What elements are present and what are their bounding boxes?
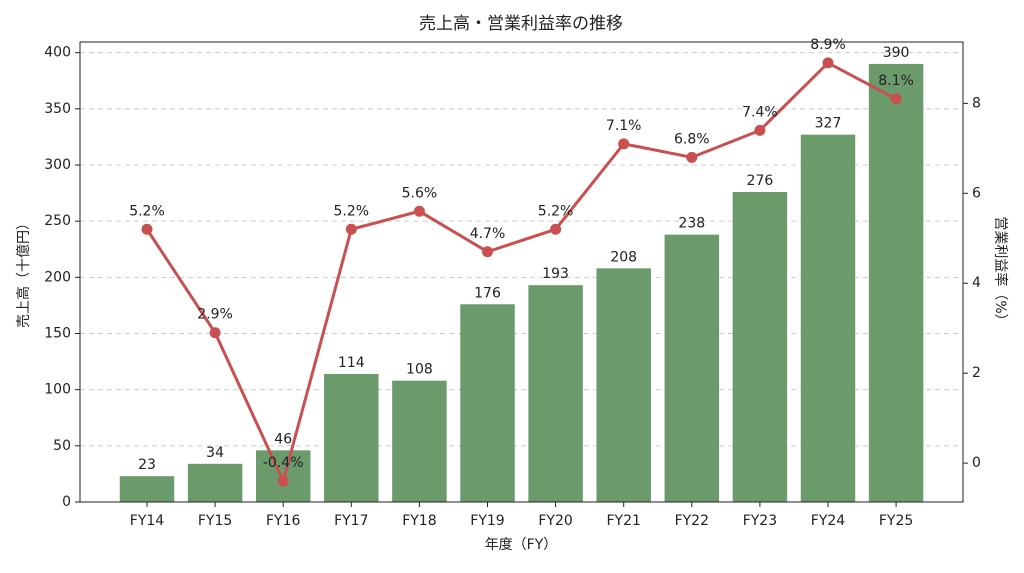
y-tick-label: 400 [44,45,71,61]
line-value-label: 5.2% [538,203,574,219]
y2-tick-label: 8 [972,95,981,111]
line-point [822,57,834,69]
bar-value-label: 46 [274,431,292,447]
x-tick-label: FY22 [675,513,709,529]
y-tick-label: 100 [44,382,71,398]
bar [800,134,856,502]
y2-tick-label: 6 [972,185,981,201]
bar-value-label: 193 [542,266,569,282]
x-tick-label: FY20 [538,513,572,529]
x-tick-label: FY19 [470,513,504,529]
x-tick-label: FY24 [811,513,846,529]
bar [460,304,515,502]
line-point [890,93,902,105]
line-value-label: 6.8% [674,131,710,147]
chart-title: 売上高・営業利益率の推移 [419,14,623,34]
x-tick-label: FY16 [266,513,301,529]
x-tick-label: FY17 [334,513,368,529]
y2-tick-label: 0 [972,455,981,471]
x-tick-label: FY18 [402,513,436,529]
bar-value-label: 390 [883,45,910,61]
bar-value-label: 23 [138,457,156,473]
bar [664,234,720,502]
bar [187,463,243,502]
line-point [141,223,153,235]
bar-value-label: 238 [678,216,705,232]
bar-value-label: 34 [206,445,224,461]
bar-value-label: 114 [338,355,365,371]
bar-value-label: 208 [610,249,637,265]
bar [119,476,175,502]
bar-value-label: 327 [815,116,842,132]
y2-tick-label: 2 [972,365,981,381]
line-point [209,327,221,339]
line-point [686,151,698,163]
bar [868,63,924,503]
line [145,61,897,486]
line-value-label: 8.9% [810,37,846,53]
y-tick-label: 300 [44,157,71,173]
line-point [482,246,493,258]
line-value-label: 2.9% [197,307,233,323]
bar [528,285,583,502]
line-point [277,475,289,487]
x-tick-label: FY23 [743,513,777,529]
line-point [550,223,562,235]
x-tick-label: FY21 [606,513,640,529]
y2-axis-label: 営業利益率（%） [992,216,1009,327]
line-point [345,223,357,235]
line-value-label: 7.4% [742,104,778,120]
y-tick-label: 200 [44,269,71,285]
line-value-label: 5.2% [334,203,370,219]
x-tick-label: FY25 [879,513,913,529]
plot-frame [79,41,964,503]
bar-value-label: 176 [474,285,501,301]
y-axis-label: 売上高（十億円） [15,216,32,328]
bar [596,268,651,502]
x-axis-label: 年度（FY） [485,537,558,553]
bar [324,373,379,502]
bar [392,380,447,502]
line-value-label: 5.6% [402,185,438,201]
bar [732,191,788,502]
y-tick-label: 250 [44,213,71,229]
y2-tick-label: 4 [972,275,981,291]
x-tick-label: FY15 [198,513,232,529]
y-tick-label: 350 [44,101,71,117]
line-value-label: 4.7% [470,226,506,242]
y-tick-label: 150 [44,326,71,342]
line-value-label: 8.1% [878,73,914,89]
line-value-label: 5.2% [129,203,165,219]
y-tick-label: 0 [62,494,71,510]
line-point [413,205,425,217]
bar-value-label: 108 [406,362,433,378]
bar-value-label: 276 [747,173,774,189]
line-point [754,124,766,136]
line-value-label: -0.4% [263,455,304,471]
line-point [618,138,630,150]
x-tick-label: FY14 [130,513,165,529]
line-value-label: 7.1% [606,118,642,134]
y-tick-label: 50 [53,438,71,454]
